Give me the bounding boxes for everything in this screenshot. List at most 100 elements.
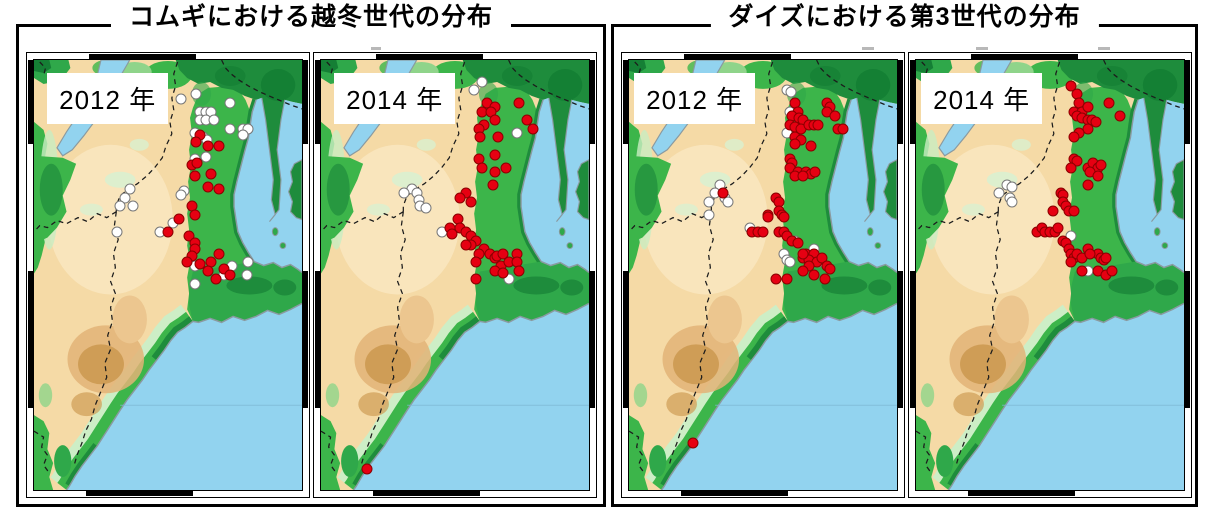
white-observation-dot	[127, 200, 139, 212]
year-label-text: 2014 年	[933, 85, 1031, 116]
white-observation-dot	[785, 86, 797, 98]
frame-tick	[898, 270, 903, 409]
year-label-text: 2012 年	[59, 85, 157, 116]
white-observation-dot	[241, 269, 253, 281]
red-observation-dot	[797, 248, 809, 259]
white-observation-dot	[124, 183, 136, 195]
frame-tick	[373, 491, 481, 496]
frame-tick	[315, 60, 320, 145]
red-observation-dot	[189, 209, 201, 221]
frame-tick	[303, 270, 308, 409]
frame-tick	[681, 491, 789, 496]
white-observation-dot	[722, 196, 734, 208]
red-observation-dot	[808, 269, 820, 281]
map-panel-soybean-2014: 2014 年	[908, 52, 1192, 498]
illegible-mark	[976, 47, 988, 50]
red-observation-dot	[470, 256, 482, 268]
map-panel-wheat-2014: 2014 年	[313, 52, 597, 498]
frame-tick	[28, 270, 33, 409]
year-label: 2014 年	[334, 72, 455, 125]
red-observation-dot	[1095, 159, 1107, 171]
red-observation-dot	[1092, 170, 1104, 182]
white-observation-dot	[208, 114, 220, 126]
red-observation-dot	[213, 183, 225, 195]
frame-tick	[623, 270, 628, 409]
frame-tick	[89, 54, 197, 59]
map-panel-wheat-2012: 2012 年	[26, 52, 310, 498]
red-observation-dot	[1047, 205, 1059, 216]
observation-dots-layer	[34, 60, 302, 490]
red-observation-dot	[489, 166, 501, 178]
wheat-group-title: コムギにおける越冬世代の分布	[110, 0, 512, 34]
topographic-map: 2012 年	[628, 59, 898, 491]
wheat-distribution-group: コムギにおける越冬世代の分布 2012 年 2014 年	[16, 0, 606, 507]
red-observation-dot	[213, 248, 225, 259]
white-observation-dot	[190, 88, 202, 100]
red-observation-dot	[202, 265, 214, 277]
red-observation-dot	[797, 265, 809, 277]
red-observation-dot	[361, 463, 373, 474]
red-observation-dot	[460, 239, 472, 251]
red-observation-dot	[202, 140, 214, 152]
white-observation-dot	[468, 84, 480, 96]
red-observation-dot	[797, 170, 809, 182]
red-observation-dot	[1068, 131, 1080, 143]
white-observation-dot	[111, 226, 123, 238]
white-observation-dot	[119, 192, 131, 204]
red-observation-dot	[189, 170, 201, 182]
red-observation-dot	[1100, 252, 1112, 264]
frame-tick	[590, 60, 595, 145]
frame-tick	[971, 54, 1079, 59]
red-observation-dot	[1065, 256, 1077, 268]
frame-tick	[1185, 270, 1190, 409]
red-observation-dot	[162, 226, 174, 238]
red-observation-dot	[224, 269, 236, 281]
frame-tick	[910, 60, 915, 145]
red-observation-dot	[819, 273, 831, 285]
year-label: 2014 年	[921, 72, 1042, 125]
red-observation-dot	[470, 273, 482, 285]
red-observation-dot	[513, 265, 525, 277]
red-observation-dot	[770, 273, 782, 285]
red-observation-dot	[213, 140, 225, 152]
white-observation-dot	[224, 123, 236, 135]
white-observation-dot	[114, 200, 126, 212]
observation-dots-layer	[629, 60, 897, 490]
red-observation-dot	[194, 258, 206, 270]
soybean-distribution-group: ダイズにおける第3世代の分布 2012 年	[611, 0, 1198, 507]
year-label-text: 2012 年	[646, 85, 744, 116]
red-observation-dot	[210, 273, 222, 285]
year-label: 2012 年	[47, 72, 168, 125]
red-observation-dot	[1084, 248, 1096, 259]
red-observation-dot	[500, 162, 512, 173]
red-observation-dot	[1082, 101, 1094, 113]
white-observation-dot	[189, 278, 201, 290]
red-observation-dot	[757, 226, 769, 238]
red-observation-dot	[789, 138, 801, 150]
red-observation-dot	[762, 211, 774, 223]
white-observation-dot	[1006, 196, 1018, 208]
white-observation-dot	[175, 189, 187, 201]
map-panel-soybean-2012: 2012 年	[621, 52, 905, 498]
frame-tick	[315, 270, 320, 409]
red-observation-dot	[476, 162, 488, 173]
red-observation-dot	[497, 267, 509, 279]
red-observation-dot	[1082, 179, 1094, 191]
white-observation-dot	[703, 209, 715, 221]
red-observation-dot	[1103, 97, 1115, 109]
red-observation-dot	[687, 437, 699, 449]
red-observation-dot	[781, 273, 793, 285]
frame-tick	[910, 270, 915, 409]
red-observation-dot	[805, 140, 817, 152]
frame-tick	[86, 491, 194, 496]
frame-tick	[28, 60, 33, 145]
white-observation-dot	[993, 187, 1005, 199]
red-observation-dot	[492, 131, 504, 143]
white-observation-dot	[398, 187, 410, 199]
white-observation-dot	[224, 97, 236, 109]
white-observation-dot	[242, 256, 254, 268]
red-observation-dot	[1090, 116, 1102, 128]
red-observation-dot	[809, 166, 821, 178]
frame-tick	[684, 54, 792, 59]
